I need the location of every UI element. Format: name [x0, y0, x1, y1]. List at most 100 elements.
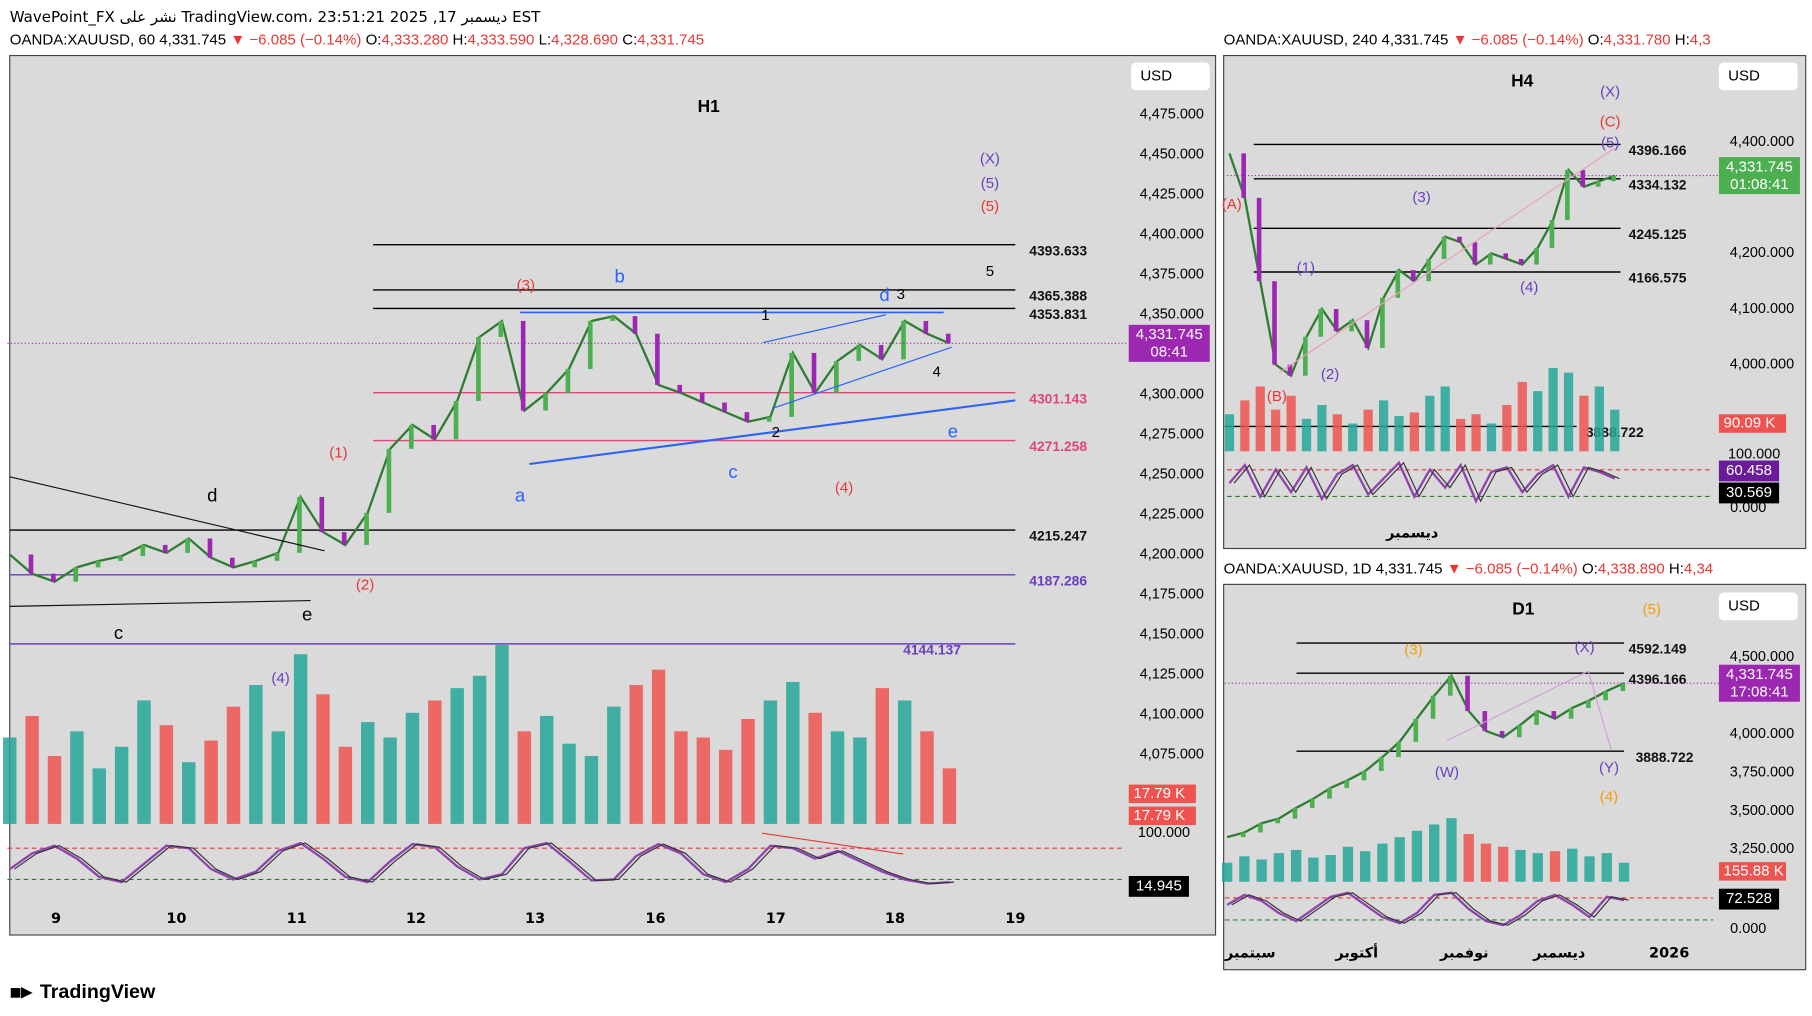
stoch-label: 0.000: [1730, 500, 1766, 516]
wave-label: 5: [986, 263, 994, 280]
volume-bar: [584, 756, 599, 824]
ohlc-label: H:: [1669, 560, 1684, 577]
candle: [1457, 236, 1462, 243]
countdown: 01:08:41: [1730, 176, 1789, 193]
stoch-signal: [1233, 461, 1620, 503]
volume-bar: [1363, 409, 1373, 452]
volume-bar: [741, 718, 755, 824]
volume-bar: [875, 688, 889, 824]
wave-label: (3): [1412, 189, 1430, 206]
wave-label: (X): [980, 151, 1000, 168]
volume-bar: [1224, 414, 1235, 452]
candle: [28, 554, 34, 574]
price-tag: [1718, 157, 1800, 195]
candle: [1441, 236, 1447, 259]
stoch-tag: [1128, 875, 1189, 897]
stoch-line: [1228, 460, 1616, 504]
candle: [945, 333, 951, 344]
countdown: 17:08:41: [1730, 683, 1789, 700]
candle: [1482, 711, 1488, 732]
volume-bar: [1471, 414, 1481, 452]
candle: [1586, 700, 1591, 708]
wave-label: 4: [932, 364, 940, 381]
stoch-signal: [1231, 892, 1629, 926]
volume-bar: [808, 712, 822, 824]
wave-label: (C): [1600, 114, 1621, 131]
volume-bar: [1429, 824, 1440, 882]
candle: [699, 392, 705, 403]
candle: [1611, 175, 1616, 182]
volume-bar: [1221, 862, 1233, 882]
x-tick-label: ديسمبر: [1385, 525, 1438, 541]
y-tick-label: 4,150.000: [1140, 626, 1204, 642]
x-tick-label: 11: [287, 911, 307, 927]
volume-bar: [1563, 372, 1574, 452]
stoch-tag-value: 60.458: [1726, 462, 1772, 479]
volume-tag-value: 17.79 K: [1133, 807, 1185, 824]
level-label: 4166.575: [1629, 270, 1687, 286]
level-label: 3888.722: [1636, 749, 1694, 765]
volume-bar: [718, 749, 733, 824]
level-label: 4187.286: [1029, 572, 1087, 588]
y-tick-label: 4,075.000: [1140, 746, 1204, 762]
timeframe: H4: [1511, 71, 1534, 91]
candle: [431, 424, 436, 440]
candle: [73, 567, 79, 582]
x-tick-label: 16: [645, 911, 665, 927]
candle: [1327, 787, 1332, 799]
ohlc-value: 4,3: [1690, 31, 1711, 48]
volume-bar: [1498, 846, 1509, 882]
volume-bar: [607, 706, 621, 824]
candle: [1241, 153, 1247, 198]
volume-tag: [1128, 784, 1196, 804]
level-label: 4393.633: [1029, 242, 1087, 258]
volume-bar: [1359, 851, 1371, 882]
volume-bar: [47, 756, 62, 824]
y-tick-label: 4,125.000: [1140, 666, 1204, 682]
x-tick-label: 9: [51, 911, 61, 927]
volume-bar: [1601, 853, 1612, 882]
wave-label: d: [879, 284, 889, 305]
y-tick-label: 4,225.000: [1140, 506, 1204, 522]
wave-label: c: [728, 461, 737, 482]
y-tick-label: 4,100.000: [1140, 706, 1204, 722]
candle: [744, 412, 750, 422]
stoch-tag-value: 72.528: [1726, 890, 1772, 907]
volume-bar: [1271, 409, 1281, 452]
candle: [207, 538, 213, 558]
candle: [587, 320, 593, 369]
volume-bar: [1549, 851, 1561, 882]
ohlc-label: O:: [366, 31, 382, 48]
change: ▼ −6.085 (−0.14%): [230, 31, 361, 48]
candle: [140, 544, 146, 557]
currency: USD: [1728, 597, 1760, 614]
currency: USD: [1140, 67, 1172, 84]
price-tag-value: 4,331.745: [1726, 158, 1793, 175]
candle: [766, 416, 772, 422]
candle: [95, 560, 101, 568]
volume-tag-value: 155.88 K: [1724, 862, 1784, 879]
symbol: OANDA:XAUUSD, 240 4,331.745: [1224, 31, 1449, 48]
y-tick-label: 4,200.000: [1140, 546, 1204, 562]
countdown: 08:41: [1150, 344, 1188, 361]
volume-bar: [114, 746, 129, 824]
candle: [1364, 320, 1370, 348]
level-label: 4592.149: [1629, 641, 1687, 657]
candle: [319, 496, 325, 533]
volume-bar: [226, 706, 241, 824]
volume-bar: [1440, 386, 1450, 452]
candle: [1292, 807, 1298, 819]
volume-bar: [1594, 386, 1604, 452]
volume-bar: [1394, 416, 1404, 452]
volume-bar: [830, 731, 845, 824]
trendline: [772, 346, 952, 410]
volume-bar: [472, 675, 487, 824]
level-label: 4301.143: [1029, 390, 1087, 406]
candle: [856, 344, 862, 361]
x-tick-label: 18: [885, 911, 905, 927]
volume-bar: [539, 715, 554, 824]
wave-label: (5): [1643, 601, 1661, 618]
volume-bar: [70, 731, 84, 824]
candle: [632, 316, 638, 334]
